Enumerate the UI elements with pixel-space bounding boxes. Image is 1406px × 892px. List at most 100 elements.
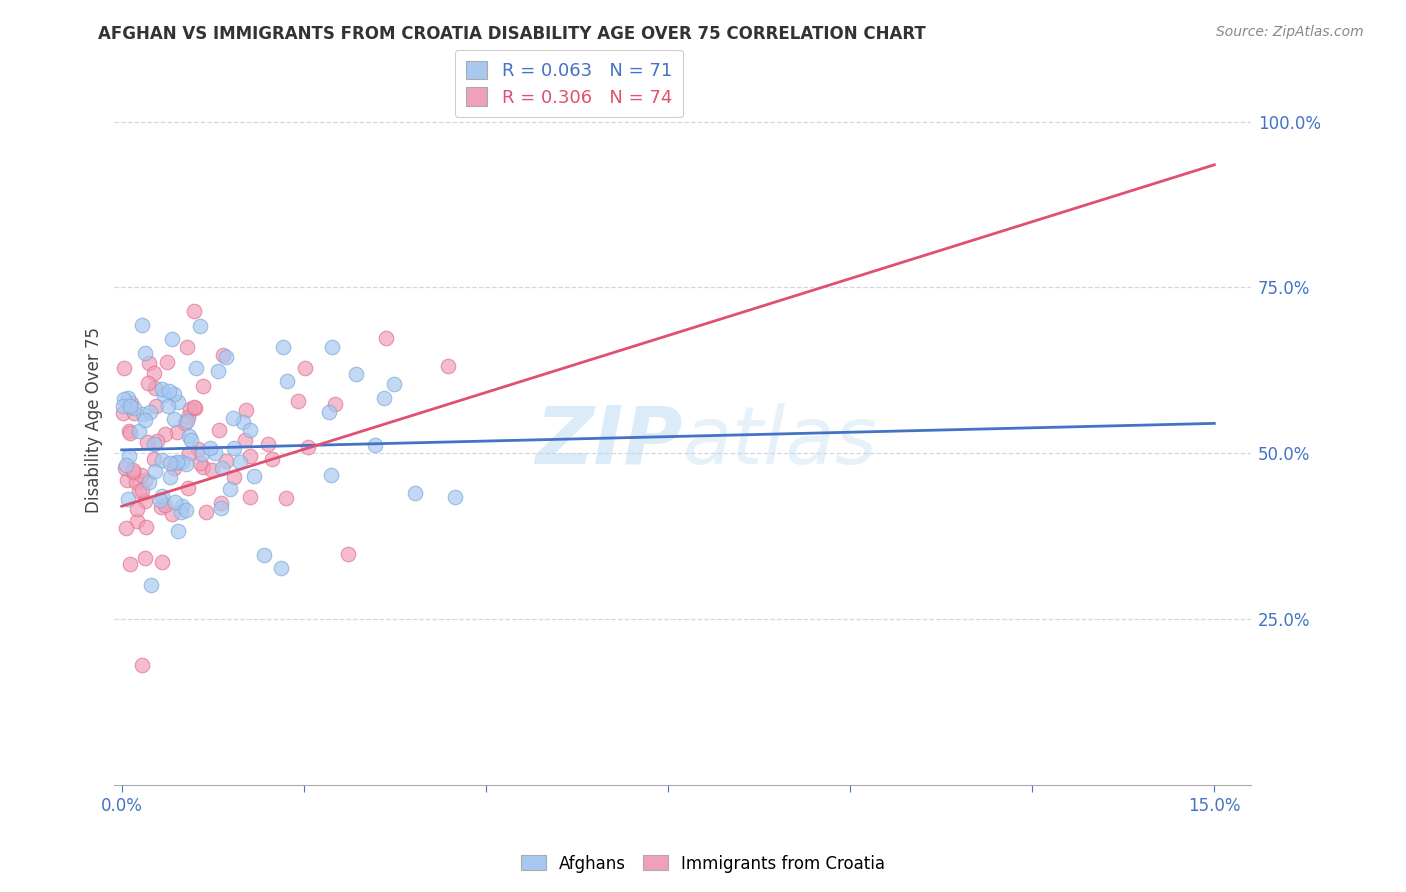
Point — [337, 547, 360, 561]
Point — [183, 400, 205, 414]
Point — [118, 424, 141, 438]
Point — [157, 384, 180, 398]
Point — [170, 505, 193, 519]
Point — [321, 467, 343, 482]
Point — [183, 303, 205, 318]
Point — [208, 423, 231, 437]
Point — [143, 436, 166, 450]
Point — [138, 355, 160, 369]
Point — [142, 366, 165, 380]
Y-axis label: Disability Age Over 75: Disability Age Over 75 — [86, 327, 103, 513]
Point — [257, 437, 280, 451]
Point — [243, 469, 266, 483]
Point — [270, 561, 292, 575]
Legend: Afghans, Immigrants from Croatia: Afghans, Immigrants from Croatia — [515, 848, 891, 880]
Point — [176, 503, 198, 517]
Point — [184, 361, 207, 376]
Point — [135, 434, 157, 449]
Point — [138, 376, 160, 390]
Point — [117, 449, 139, 463]
Point — [114, 461, 136, 475]
Point — [271, 340, 294, 354]
Point — [215, 350, 238, 364]
Point — [229, 455, 252, 469]
Point — [174, 416, 197, 430]
Point — [207, 363, 229, 377]
Point — [177, 481, 200, 495]
Point — [176, 414, 198, 428]
Point — [188, 318, 211, 333]
Point — [128, 484, 150, 499]
Point — [323, 397, 346, 411]
Point — [160, 332, 183, 346]
Point — [222, 441, 245, 455]
Point — [194, 505, 217, 519]
Point — [209, 500, 232, 515]
Point — [163, 387, 186, 401]
Point — [134, 493, 156, 508]
Point — [159, 456, 181, 470]
Point — [122, 466, 145, 480]
Point — [131, 483, 153, 497]
Point — [112, 406, 135, 420]
Point — [129, 467, 152, 482]
Point — [120, 396, 142, 410]
Point — [150, 555, 173, 569]
Point — [162, 508, 184, 522]
Point — [179, 429, 201, 443]
Point — [321, 340, 343, 354]
Point — [382, 377, 405, 392]
Point — [134, 473, 156, 487]
Point — [222, 410, 245, 425]
Point — [239, 449, 262, 463]
Point — [143, 452, 166, 467]
Point — [165, 456, 187, 470]
Legend: R = 0.063   N = 71, R = 0.306   N = 74: R = 0.063 N = 71, R = 0.306 N = 74 — [456, 50, 683, 118]
Point — [344, 368, 367, 382]
Point — [152, 382, 174, 396]
Point — [253, 549, 276, 563]
Point — [166, 455, 188, 469]
Point — [218, 482, 240, 496]
Point — [150, 489, 173, 503]
Point — [112, 361, 135, 376]
Point — [232, 415, 254, 429]
Point — [141, 578, 163, 592]
Point — [188, 457, 211, 471]
Point — [125, 475, 148, 490]
Point — [287, 394, 309, 409]
Point — [112, 400, 135, 414]
Point — [128, 425, 150, 439]
Point — [146, 434, 169, 448]
Point — [177, 445, 200, 459]
Point — [239, 423, 262, 437]
Point — [149, 492, 172, 507]
Point — [163, 412, 186, 426]
Point — [163, 460, 186, 475]
Point — [294, 361, 316, 376]
Point — [222, 470, 245, 484]
Point — [115, 458, 138, 473]
Point — [166, 524, 188, 538]
Point — [179, 401, 201, 416]
Point — [143, 381, 166, 395]
Point — [117, 391, 139, 405]
Point — [404, 486, 426, 500]
Point — [375, 331, 398, 345]
Point — [127, 515, 149, 529]
Point — [120, 399, 142, 413]
Text: ZIP: ZIP — [536, 403, 682, 481]
Point — [124, 406, 146, 420]
Point — [373, 391, 395, 405]
Point — [155, 426, 177, 441]
Point — [235, 402, 257, 417]
Point — [118, 557, 141, 571]
Point — [180, 433, 202, 447]
Point — [153, 499, 176, 513]
Point — [138, 475, 160, 489]
Text: atlas: atlas — [682, 403, 877, 481]
Point — [134, 550, 156, 565]
Point — [112, 392, 135, 407]
Point — [276, 374, 298, 388]
Point — [150, 452, 173, 467]
